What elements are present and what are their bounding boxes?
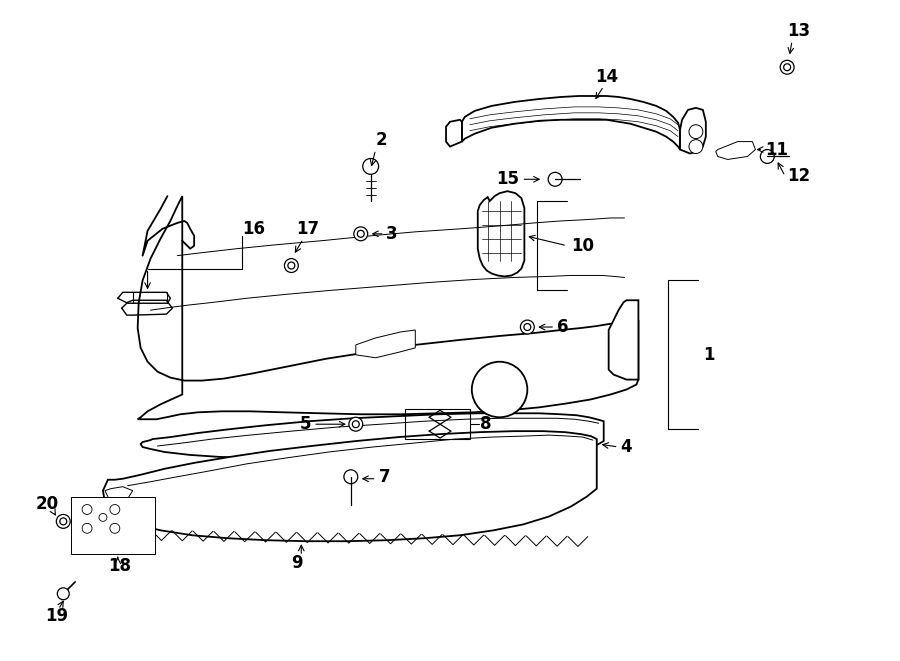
Circle shape [57,514,70,528]
Polygon shape [608,300,638,379]
Text: 9: 9 [292,554,303,572]
Polygon shape [105,486,132,504]
Polygon shape [716,141,755,159]
Text: 5: 5 [300,415,311,433]
Text: 17: 17 [296,220,320,238]
Circle shape [288,262,295,269]
Text: 14: 14 [595,68,618,86]
Circle shape [344,470,358,484]
Circle shape [689,139,703,153]
Circle shape [760,149,774,163]
Circle shape [357,230,364,237]
Bar [71,496,156,554]
Circle shape [99,514,107,522]
Polygon shape [446,120,462,147]
Polygon shape [462,96,680,149]
Text: 13: 13 [788,22,810,40]
Circle shape [520,320,535,334]
Text: 6: 6 [557,318,569,336]
Polygon shape [356,330,415,358]
Text: 3: 3 [385,225,397,243]
Text: 11: 11 [765,141,788,159]
Circle shape [524,323,531,330]
Circle shape [363,159,379,175]
Circle shape [284,258,298,272]
Circle shape [82,524,92,533]
Circle shape [110,504,120,514]
Bar [405,409,470,439]
Circle shape [349,417,363,431]
Polygon shape [140,413,604,459]
Text: 2: 2 [375,131,387,149]
Text: 8: 8 [480,415,491,433]
Circle shape [58,588,69,600]
Polygon shape [138,196,638,419]
Text: 16: 16 [242,220,265,238]
Circle shape [59,518,67,525]
Text: 15: 15 [497,171,519,188]
Text: 19: 19 [45,607,68,625]
Circle shape [110,524,120,533]
Text: 7: 7 [379,468,391,486]
Circle shape [689,125,703,139]
Circle shape [780,60,794,74]
Text: 18: 18 [108,557,130,575]
Circle shape [784,63,790,71]
Text: 12: 12 [788,167,810,185]
Circle shape [548,173,562,186]
Circle shape [82,504,92,514]
Text: 1: 1 [703,346,715,364]
Polygon shape [680,108,706,153]
Circle shape [352,421,359,428]
Text: 10: 10 [571,237,594,254]
Circle shape [354,227,368,241]
Text: 4: 4 [621,438,632,456]
Polygon shape [478,191,525,276]
Polygon shape [103,431,597,541]
Circle shape [472,362,527,417]
Text: 20: 20 [35,494,58,512]
